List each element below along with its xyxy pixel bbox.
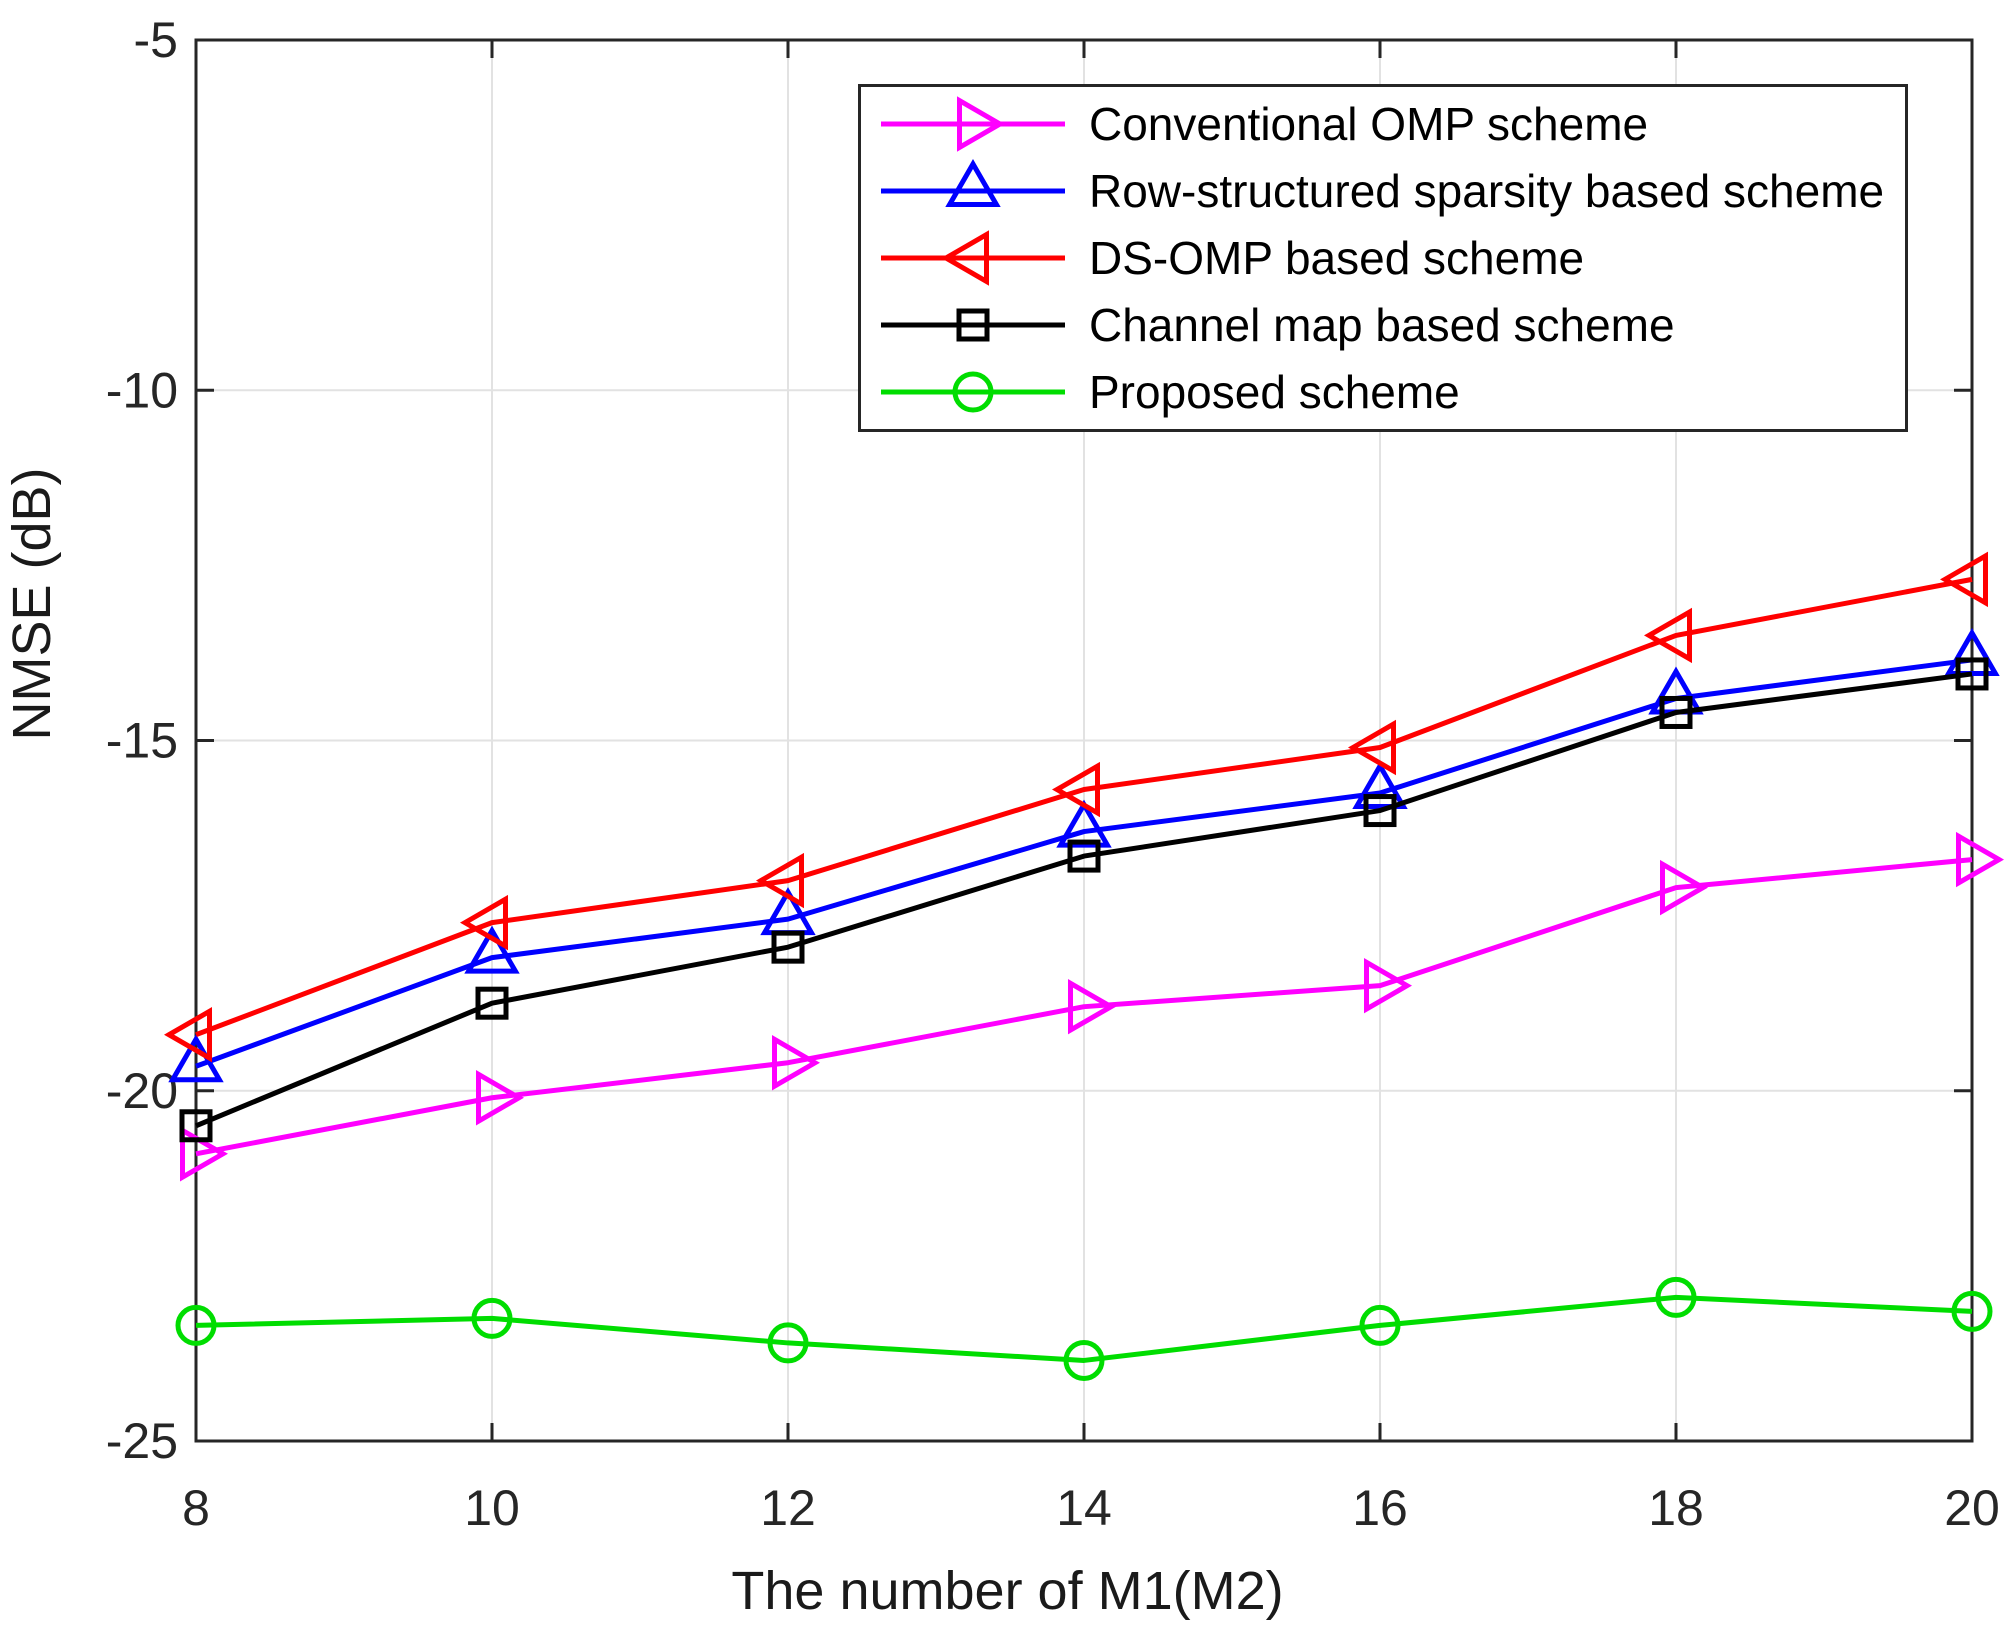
legend-label: Channel map based scheme [1089, 298, 1675, 351]
triangle-up-marker-icon [881, 159, 1065, 208]
x-axis-label: The number of M1(M2) [731, 1561, 1284, 1621]
triangle-right-marker-icon [881, 96, 1065, 153]
legend-item-ds-omp: DS-OMP based scheme [861, 226, 1905, 290]
triangle-left-marker-icon [1051, 761, 1100, 818]
x-tick-label: 14 [1056, 1480, 1112, 1536]
square-marker-icon [179, 1109, 213, 1143]
triangle-left-marker-icon [1939, 551, 1988, 608]
triangle-right-marker-icon [1660, 859, 1709, 916]
circle-marker-icon [952, 371, 994, 413]
series-line-3 [195, 671, 1973, 1129]
triangle-left-marker-icon [1347, 719, 1396, 776]
circle-marker-icon [881, 371, 1065, 413]
square-marker-icon [1363, 794, 1397, 828]
square-marker-icon [771, 930, 805, 964]
legend-item-channel-map: Channel map based scheme [861, 293, 1905, 357]
y-axis-label: NMSE (dB) [2, 467, 62, 741]
triangle-right-marker-icon [772, 1035, 821, 1091]
triangle-left-marker-icon [881, 230, 1065, 286]
x-tick-label: 12 [760, 1480, 816, 1536]
triangle-right-marker-icon [957, 96, 1006, 153]
legend: Conventional OMP scheme Row-structured s… [858, 84, 1908, 432]
triangle-left-marker-icon [163, 1006, 212, 1063]
legend-label: Conventional OMP scheme [1089, 98, 1649, 151]
legend-label: Proposed scheme [1089, 365, 1460, 418]
legend-item-proposed: Proposed scheme [861, 360, 1905, 424]
y-tick-label: -10 [106, 362, 178, 418]
x-tick-label: 8 [182, 1480, 210, 1536]
triangle-right-marker-icon [1068, 978, 1117, 1035]
triangle-up-marker-icon [464, 925, 520, 974]
triangle-left-marker-icon [1643, 607, 1692, 664]
triangle-up-marker-icon [945, 159, 1001, 208]
square-marker-icon [1067, 839, 1101, 873]
triangle-up-marker-icon [1056, 799, 1112, 848]
square-marker-icon [1659, 695, 1693, 729]
legend-item-row-structured-sparsity: Row-structured sparsity based scheme [861, 159, 1905, 223]
x-tick-label: 18 [1648, 1480, 1704, 1536]
triangle-right-marker-icon [476, 1070, 525, 1126]
x-tick-label: 20 [1944, 1480, 2000, 1536]
x-tick-label: 16 [1352, 1480, 1408, 1536]
circle-marker-icon [175, 1304, 217, 1346]
circle-marker-icon [1359, 1304, 1401, 1346]
triangle-right-marker-icon [1956, 831, 2005, 888]
square-marker-icon [881, 308, 1065, 342]
triangle-up-marker-icon [1944, 627, 2000, 676]
y-tick-label: -15 [106, 713, 178, 769]
circle-marker-icon [767, 1322, 809, 1364]
legend-label: DS-OMP based scheme [1089, 231, 1585, 284]
circle-marker-icon [1655, 1276, 1697, 1318]
legend-item-conventional-omp: Conventional OMP scheme [861, 92, 1905, 156]
x-tick-label: 10 [464, 1480, 520, 1536]
circle-marker-icon [1063, 1339, 1105, 1381]
triangle-left-marker-icon [459, 894, 508, 951]
triangle-left-marker-icon [755, 852, 804, 909]
series-line-0 [195, 857, 1973, 1157]
triangle-left-marker-icon [940, 230, 989, 286]
circle-marker-icon [1951, 1290, 1993, 1332]
legend-label: Row-structured sparsity based scheme [1089, 165, 1885, 218]
triangle-up-marker-icon [1352, 761, 1408, 810]
y-tick-label: -25 [106, 1413, 178, 1469]
y-tick-label: -20 [106, 1063, 178, 1119]
series-line-2 [195, 576, 1973, 1038]
square-marker-icon [475, 986, 509, 1020]
circle-marker-icon [471, 1297, 513, 1339]
y-tick-label: -5 [134, 12, 178, 68]
square-marker-icon [956, 308, 990, 342]
triangle-right-marker-icon [1364, 957, 1413, 1014]
square-marker-icon [1955, 657, 1989, 691]
series-line-4 [195, 1294, 1973, 1363]
